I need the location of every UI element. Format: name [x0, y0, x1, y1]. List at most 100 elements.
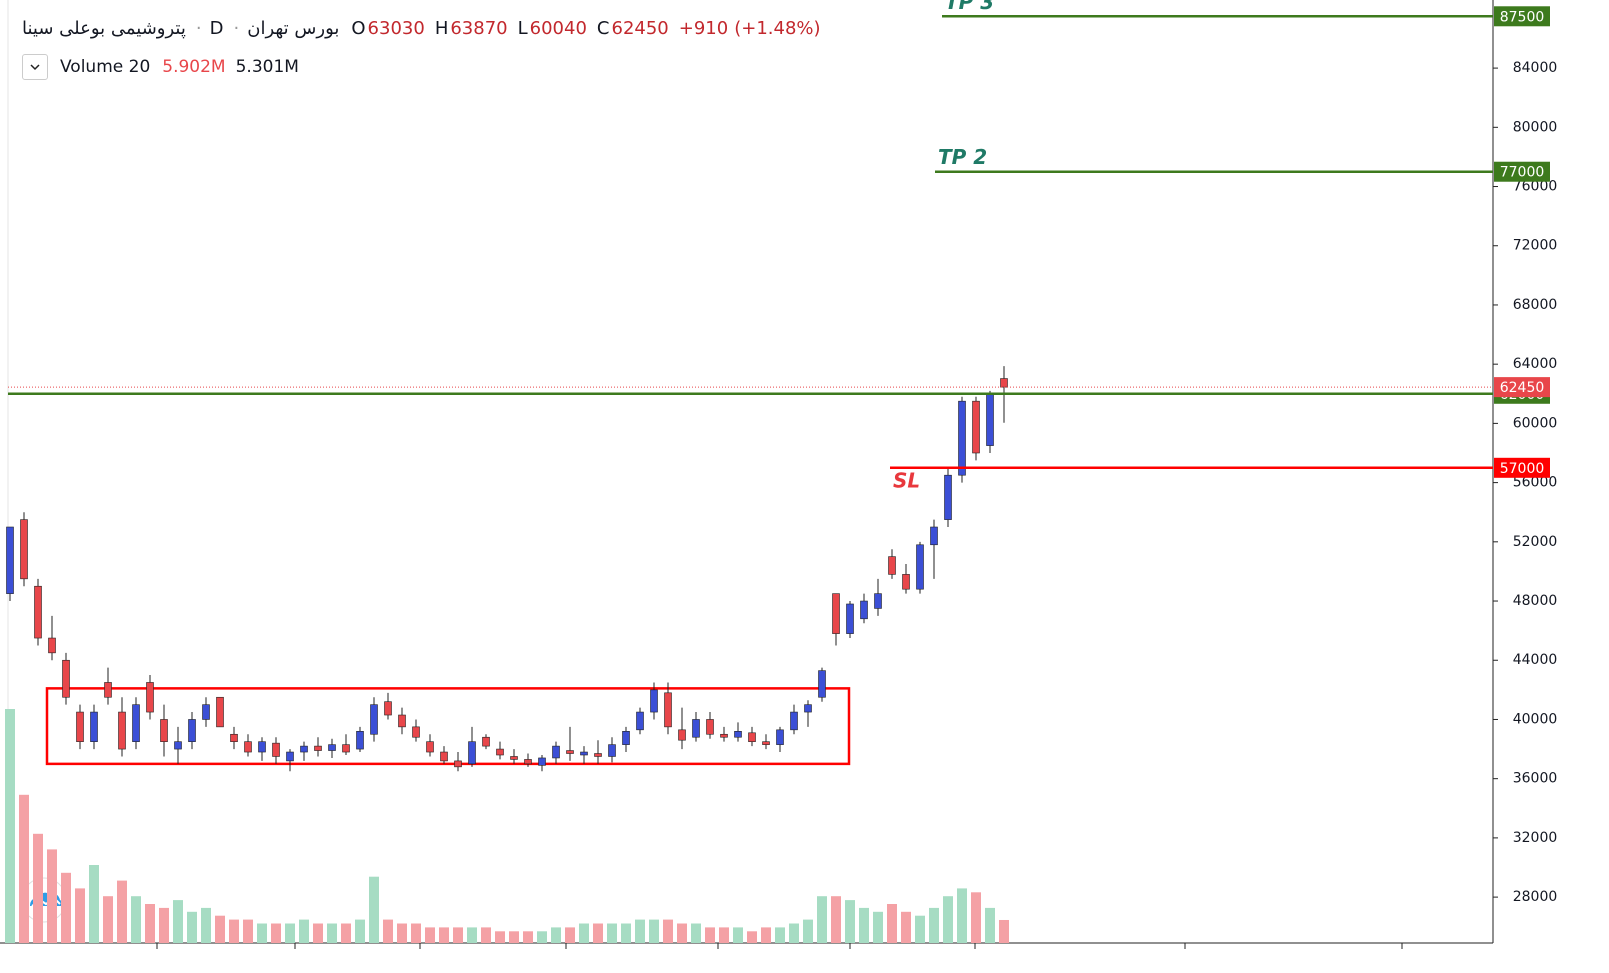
separator: · — [195, 18, 202, 39]
interval: D — [209, 18, 224, 39]
volume-bar — [663, 919, 673, 943]
volume-bar — [691, 923, 701, 943]
volume-bar — [257, 923, 267, 943]
candle-body — [846, 603, 854, 634]
volume-bar — [593, 923, 603, 943]
candle-body — [566, 750, 574, 754]
exchange: بورس تهران — [247, 18, 340, 39]
candle-body — [734, 731, 742, 738]
volume-bar — [173, 900, 183, 943]
volume-bar — [621, 923, 631, 943]
volume-bar — [341, 923, 351, 943]
volume-bar — [481, 927, 491, 943]
candle-body — [468, 741, 476, 765]
volume-bar — [607, 923, 617, 943]
y-tick-label: 44000 — [1513, 652, 1558, 668]
ohlc-value: 60040 — [529, 18, 587, 39]
y-tick-label: 36000 — [1513, 771, 1558, 787]
candle-body — [832, 593, 840, 634]
volume-bar — [845, 900, 855, 943]
y-tick-label: 32000 — [1513, 830, 1558, 846]
volume-bar — [733, 927, 743, 943]
y-tick-label: 56000 — [1513, 475, 1558, 491]
volume-legend: Volume 20 5.902M 5.301M — [22, 54, 299, 80]
volume-bar — [201, 907, 211, 943]
level-label: TP 3 — [945, 0, 994, 14]
y-tick-label: 28000 — [1513, 889, 1558, 905]
candle-body — [930, 526, 938, 546]
candle-body — [104, 682, 112, 698]
candle-body — [720, 733, 728, 738]
volume-bar — [439, 927, 449, 943]
candle-body — [146, 682, 154, 713]
candle-body — [258, 741, 266, 753]
volume-bar — [299, 919, 309, 943]
price-tag-label: 57000 — [1500, 461, 1545, 477]
volume-bar — [383, 919, 393, 943]
candle-body — [356, 731, 364, 750]
volume-bar — [47, 849, 57, 943]
volume-bar — [551, 927, 561, 943]
candle-body — [76, 711, 84, 742]
candle-body — [398, 714, 406, 728]
candle-body — [286, 751, 294, 762]
y-tick-label: 80000 — [1513, 119, 1558, 135]
y-tick-label: 40000 — [1513, 711, 1558, 727]
volume-bar — [215, 915, 225, 943]
price-tag — [1494, 377, 1550, 398]
volume-bar — [495, 931, 505, 943]
price-tag — [1494, 6, 1550, 27]
candle-body — [790, 711, 798, 731]
volume-bar — [313, 923, 323, 943]
volume-bar — [873, 911, 883, 943]
price-tag — [1494, 161, 1550, 182]
volume-bar — [453, 927, 463, 943]
candle-body — [454, 760, 462, 768]
candle-body — [902, 574, 910, 590]
volume-bar — [327, 923, 337, 943]
y-tick-label: 84000 — [1513, 60, 1558, 76]
candle-body — [230, 733, 238, 742]
candle-body — [874, 593, 882, 609]
volume-bar — [229, 919, 239, 943]
candle-body — [300, 745, 308, 753]
volume-bar — [887, 904, 897, 943]
price-tag — [1494, 457, 1550, 478]
candle-body — [244, 741, 252, 753]
candle-body — [580, 751, 588, 756]
candle-body — [6, 526, 14, 594]
candle-body — [1000, 378, 1008, 388]
candle-body — [496, 748, 504, 756]
price-tag-label: 87500 — [1500, 9, 1545, 25]
volume-bar — [159, 907, 169, 943]
volume-bar — [803, 919, 813, 943]
volume-bar — [971, 892, 981, 943]
candle-body — [692, 719, 700, 738]
volume-bar — [817, 896, 827, 943]
volume-bar — [915, 915, 925, 943]
candle-body — [426, 741, 434, 753]
candle-body — [188, 719, 196, 742]
volume-bar — [705, 927, 715, 943]
collapse-button[interactable] — [22, 54, 48, 80]
candle-body — [34, 585, 42, 639]
volume-bar — [523, 931, 533, 943]
y-tick-label: 68000 — [1513, 297, 1558, 313]
volume-bar — [61, 872, 71, 943]
volume-bar — [271, 923, 281, 943]
candle-body — [440, 751, 448, 762]
candle-body — [888, 556, 896, 575]
volume-bar — [397, 923, 407, 943]
candle-body — [20, 519, 28, 580]
change-percent: (+1.48%) — [734, 18, 821, 39]
candle-body — [678, 729, 686, 741]
ohlc-label: O — [351, 18, 366, 39]
volume-bar — [369, 876, 379, 943]
volume-bar — [677, 923, 687, 943]
volume-bar — [187, 911, 197, 943]
candle-body — [48, 637, 56, 654]
price-tag-label: 77000 — [1500, 165, 1545, 181]
candle-body — [664, 692, 672, 728]
candle-body — [272, 742, 280, 757]
